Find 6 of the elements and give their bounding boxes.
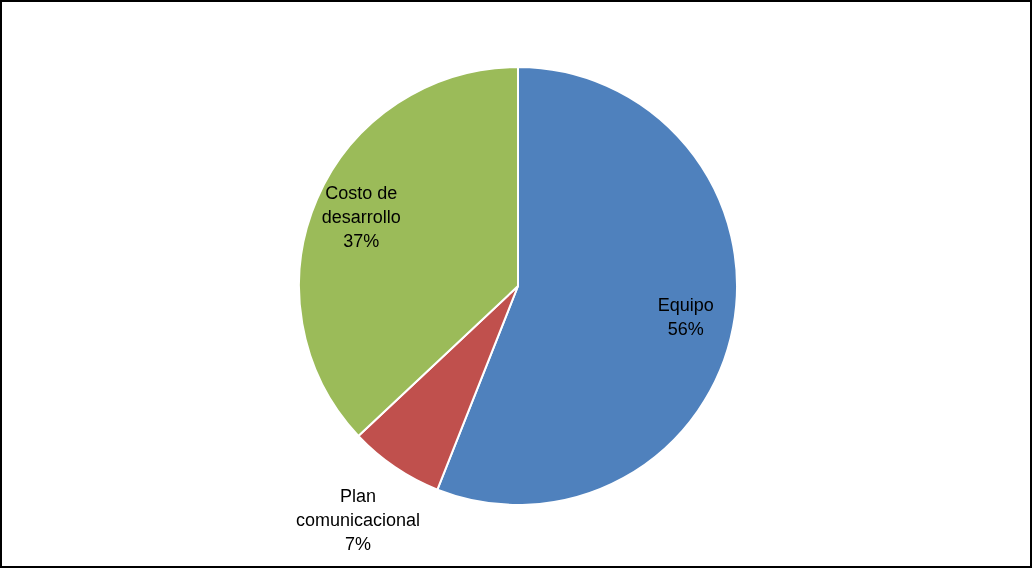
data-label: 37% <box>343 231 380 252</box>
slice-label: Plan comunicacional <box>295 486 421 531</box>
slice-label: Costo de desarrollo <box>321 183 401 228</box>
data-label: 56% <box>667 318 704 339</box>
slice-label: Equipo <box>657 294 714 315</box>
data-label: 7% <box>344 534 371 555</box>
